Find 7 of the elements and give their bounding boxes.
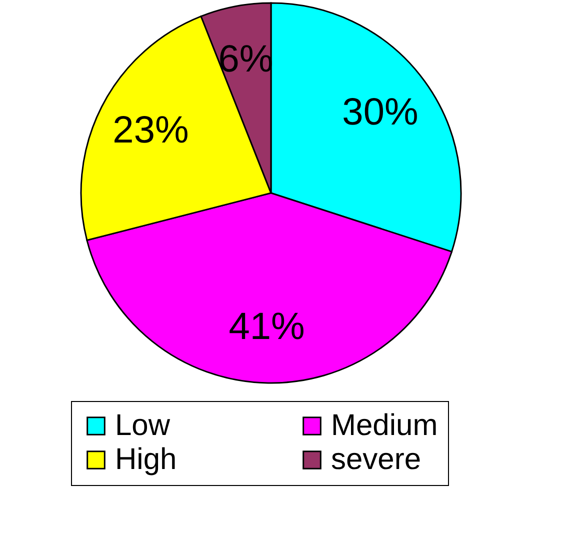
data-label: 23%: [112, 110, 189, 152]
legend-label: Low: [115, 409, 170, 442]
legend-label: Medium: [331, 409, 438, 442]
data-label: 41%: [228, 306, 305, 348]
legend-label: High: [115, 443, 177, 476]
legend-label: severe: [331, 443, 422, 476]
data-label: 30%: [342, 92, 418, 134]
